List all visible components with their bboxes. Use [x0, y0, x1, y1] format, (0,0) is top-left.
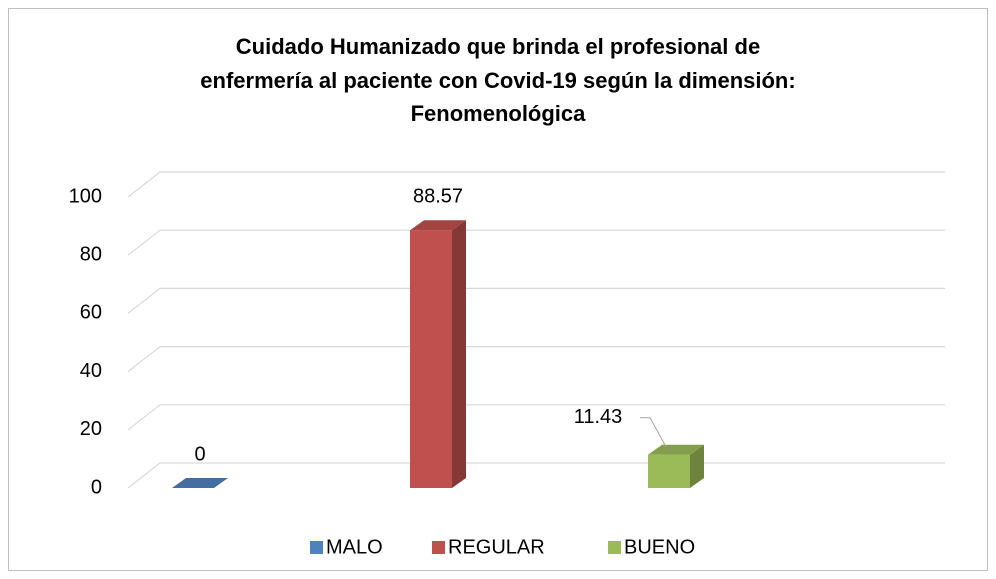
y-tick-label: 80	[80, 243, 102, 265]
y-tick-label: 60	[80, 302, 102, 324]
y-tick-label: 100	[69, 185, 102, 207]
legend-label: MALO	[326, 536, 383, 558]
bar-front	[410, 230, 452, 489]
chart-frame	[8, 8, 988, 571]
bar-top	[410, 220, 466, 231]
legend-label: BUENO	[624, 536, 695, 558]
bar-side	[690, 444, 704, 488]
chart-title: enfermería al paciente con Covid-19 segú…	[200, 68, 795, 93]
bar-top	[648, 444, 704, 455]
y-tick-label: 40	[80, 360, 102, 382]
grid-line	[127, 229, 945, 256]
data-label: 0	[194, 443, 205, 465]
data-label: 88.57	[413, 186, 463, 208]
leader-line	[649, 417, 667, 447]
legend-swatch	[310, 541, 323, 554]
y-tick-label: 20	[80, 418, 102, 440]
data-label: 11.43	[574, 406, 623, 428]
bar	[648, 444, 704, 488]
bar-side	[452, 220, 466, 489]
legend-swatch	[432, 541, 445, 554]
y-tick-label: 0	[91, 476, 102, 498]
legend-swatch	[608, 541, 621, 554]
bar	[172, 478, 228, 488]
grid-line	[127, 287, 945, 314]
legend-label: REGULAR	[448, 536, 545, 558]
bar	[410, 220, 466, 489]
chart-title: Cuidado Humanizado que brinda el profesi…	[236, 34, 760, 59]
bar-top	[172, 478, 228, 488]
grid-line	[127, 404, 945, 431]
grid-line	[127, 346, 945, 373]
chart-title: Fenomenológica	[411, 101, 587, 126]
bar-front	[648, 454, 690, 488]
grid-line	[127, 171, 945, 198]
